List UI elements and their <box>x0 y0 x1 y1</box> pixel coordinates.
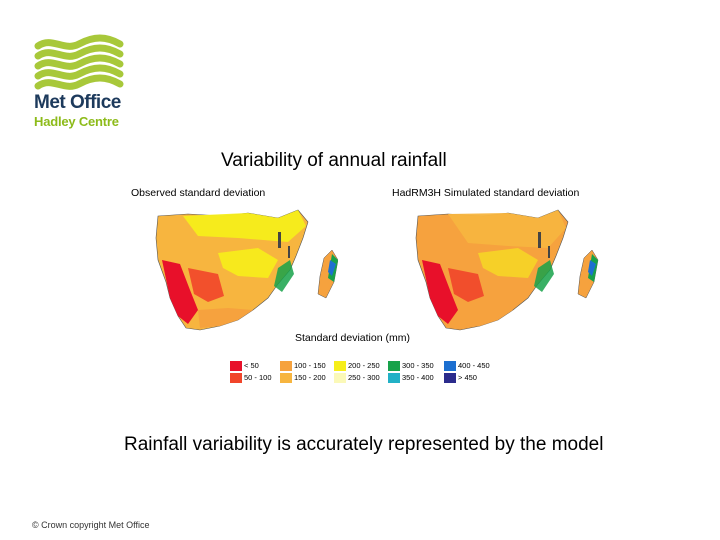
brand-subtitle: Hadley Centre <box>34 114 119 129</box>
wave-stroke <box>34 44 124 60</box>
simulated-rainfall-map <box>415 209 599 331</box>
brand-name: Met Office <box>34 92 121 113</box>
northern-region <box>183 210 306 242</box>
wave-logo-icon <box>34 34 124 90</box>
legend-swatch <box>388 373 400 383</box>
legend-swatch <box>444 361 456 371</box>
madagascar-high-rainfall <box>588 260 596 276</box>
lake <box>278 232 281 248</box>
legend-swatch <box>230 373 242 383</box>
legend-label: 50 - 100 <box>244 373 272 382</box>
legend-swatch <box>388 361 400 371</box>
legend-swatch <box>280 361 292 371</box>
east-coast-region <box>534 260 554 292</box>
wave-stroke <box>34 54 124 70</box>
central-region <box>478 248 538 278</box>
legend-label: 150 - 200 <box>294 373 326 382</box>
lake <box>538 232 541 248</box>
legend-label: 350 - 400 <box>402 373 434 382</box>
southwest-arid-region <box>162 260 198 324</box>
slide-caption: Rainfall variability is accurately repre… <box>124 434 604 455</box>
legend-swatch <box>334 361 346 371</box>
northern-region <box>448 210 566 248</box>
east-coast-region <box>274 260 294 292</box>
legend-label: 300 - 350 <box>402 361 434 370</box>
madagascar-high-rainfall <box>328 260 336 276</box>
legend-label: 250 - 300 <box>348 373 380 382</box>
south-coast-region <box>198 308 253 328</box>
met-office-logo: Met Office Hadley Centre <box>34 34 134 134</box>
legend-label: 200 - 250 <box>348 361 380 370</box>
legend-swatch <box>280 373 292 383</box>
legend-swatch <box>334 373 346 383</box>
south-coast-region <box>458 308 513 328</box>
figure-title: Variability of annual rainfall <box>221 150 447 171</box>
legend-swatch <box>444 373 456 383</box>
wave-stroke <box>34 34 124 50</box>
wave-stroke <box>34 74 124 90</box>
simulated-map-label: HadRM3H Simulated standard deviation <box>392 187 580 199</box>
wave-stroke <box>34 64 124 80</box>
kalahari-region <box>188 268 224 302</box>
copyright-footer: © Crown copyright Met Office <box>32 520 150 530</box>
legend-label: 400 - 450 <box>458 361 490 370</box>
lake <box>548 246 550 258</box>
kalahari-region <box>448 268 484 302</box>
legend-label: < 50 <box>244 361 259 370</box>
lake <box>288 246 290 258</box>
legend-title: Standard deviation (mm) <box>295 332 410 344</box>
southwest-arid-region <box>422 260 458 324</box>
legend-label: > 450 <box>458 373 477 382</box>
legend-swatch <box>230 361 242 371</box>
central-region <box>218 248 278 278</box>
legend-label: 100 - 150 <box>294 361 326 370</box>
color-legend: < 50 50 - 100 100 - 150 150 - 200 200 - 250 2… <box>230 360 490 384</box>
observed-rainfall-map <box>155 209 338 331</box>
observed-map-label: Observed standard deviation <box>131 187 266 199</box>
